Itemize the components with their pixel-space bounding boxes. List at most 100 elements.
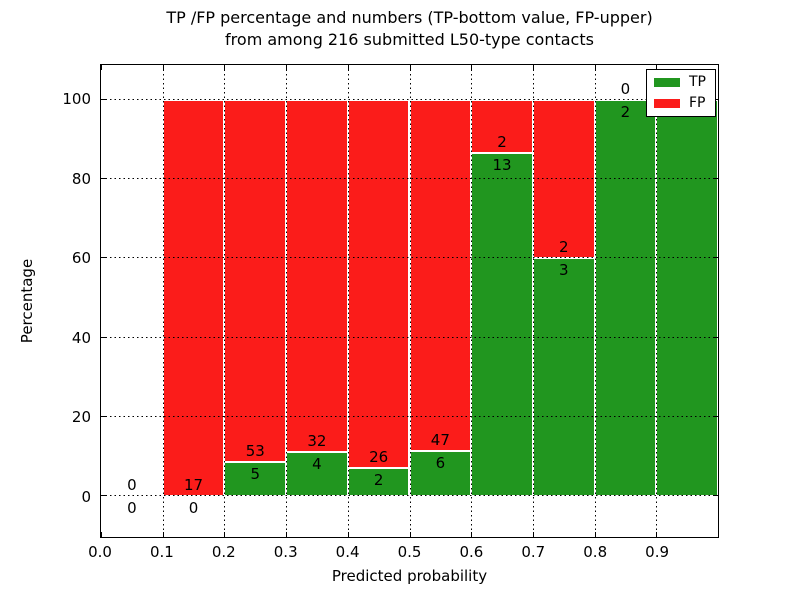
x-tick-top-0.8 (594, 65, 596, 70)
y-tick-label-80: 80 (71, 169, 91, 188)
chart-title-line-1: TP /FP percentage and numbers (TP-bottom… (166, 8, 653, 27)
bar-tp-0.9-1.0 (656, 99, 718, 497)
x-tick-top-0.7 (532, 65, 534, 70)
fp-count-label-0.2-0.3: 53 (245, 442, 265, 461)
x-tick-label-0.5: 0.5 (397, 543, 422, 561)
fp-count-label-0.4-0.5: 26 (369, 447, 389, 466)
tp-count-label-0.6-0.7: 13 (492, 155, 512, 174)
tp-count-label-0.7-0.8: 3 (558, 261, 569, 280)
y-axis-tick-labels: 0 20 40 60 80 100 (0, 64, 91, 538)
v-gridline-0.1 (162, 65, 164, 537)
bar-tp-0.2-0.3 (224, 462, 287, 497)
y-tick-left-80 (101, 178, 106, 180)
tp-count-label-0.4-0.5: 2 (373, 470, 384, 489)
bar-fp-0.1-0.2 (162, 99, 225, 497)
x-tick-bottom-0.4 (347, 532, 349, 537)
bar-fp-0.7-0.8 (532, 99, 595, 259)
x-tick-label-0.3: 0.3 (273, 543, 298, 561)
fp-count-label-0.6-0.7: 2 (497, 132, 507, 151)
x-tick-top-0.4 (347, 65, 349, 70)
x-tick-bottom-0.6 (471, 532, 473, 537)
tp-count-label-0.3-0.4: 4 (312, 455, 322, 474)
y-tick-left-40 (101, 336, 106, 338)
x-tick-bottom-0.2 (224, 532, 226, 537)
v-gridline-0.9 (656, 65, 658, 537)
v-gridline-0.3 (286, 65, 288, 537)
y-tick-right-60 (713, 257, 718, 259)
x-tick-bottom-0.1 (162, 532, 164, 537)
y-tick-label-100: 100 (62, 90, 91, 109)
fp-count-label-0.1-0.2: 17 (184, 476, 204, 495)
y-tick-left-100 (101, 98, 106, 100)
chart-title-line-2: from among 216 submitted L50-type contac… (225, 30, 594, 49)
tp-count-label-0.0-0.1: 0 (127, 499, 137, 518)
tp-count-label-0.1-0.2: 0 (188, 499, 199, 518)
x-tick-top-0.1 (162, 65, 164, 70)
x-tick-label-0.2: 0.2 (211, 543, 236, 561)
x-tick-top-1.0 (718, 65, 719, 70)
x-tick-top-0.5 (409, 65, 411, 70)
bar-tp-0.3-0.4 (286, 452, 348, 497)
x-tick-label-0.9: 0.9 (645, 543, 670, 561)
y-tick-right-80 (713, 178, 718, 180)
x-tick-top-0.3 (286, 65, 288, 70)
fp-count-label-0.8-0.9: 0 (620, 79, 631, 98)
legend-label-fp: FP (689, 95, 706, 111)
x-tick-bottom-0.5 (409, 532, 411, 537)
x-tick-top-0.9 (656, 65, 658, 70)
x-tick-label-0.6: 0.6 (459, 543, 484, 561)
x-tick-bottom-0.3 (286, 532, 288, 537)
x-tick-bottom-0.0 (101, 532, 102, 537)
x-tick-bottom-0.8 (594, 532, 596, 537)
chart-title: TP /FP percentage and numbers (TP-bottom… (100, 7, 719, 51)
fp-count-label-0.5-0.6: 47 (430, 431, 450, 450)
v-gridline-0.4 (347, 65, 349, 537)
tp-count-label-0.8-0.9: 2 (620, 102, 631, 121)
x-axis-label: Predicted probability (331, 567, 488, 585)
v-gridline-0.7 (532, 65, 534, 537)
y-tick-left-0 (101, 495, 106, 497)
y-tick-right-0 (713, 495, 718, 497)
x-tick-bottom-0.9 (656, 532, 658, 537)
bar-fp-0.6-0.7 (471, 99, 533, 153)
y-tick-label-20: 20 (71, 408, 91, 427)
tp-count-label-0.5-0.6: 6 (435, 454, 446, 473)
x-tick-label-0.7: 0.7 (521, 543, 546, 561)
bar-tp-0.8-0.9 (594, 99, 657, 497)
y-tick-right-20 (713, 415, 718, 417)
legend: TP FP (646, 69, 716, 117)
bar-fp-0.5-0.6 (409, 99, 472, 452)
fp-count-label-0.7-0.8: 2 (558, 238, 569, 257)
legend-swatch-tp (654, 78, 680, 87)
y-tick-left-20 (101, 415, 106, 417)
bar-fp-0.4-0.5 (347, 99, 410, 468)
legend-entry-fp: FP (654, 96, 706, 111)
y-tick-left-60 (101, 257, 106, 259)
bar-tp-0.5-0.6 (409, 451, 472, 497)
x-tick-top-0.6 (471, 65, 473, 70)
bar-fp-0.2-0.3 (224, 99, 287, 463)
fp-count-label-0.0-0.1: 0 (127, 476, 137, 495)
x-tick-label-0.0: 0.0 (88, 543, 112, 561)
x-tick-top-0.0 (101, 65, 102, 70)
tp-count-label-0.2-0.3: 5 (250, 465, 261, 484)
x-tick-top-0.2 (224, 65, 226, 70)
bar-tp-0.7-0.8 (532, 258, 595, 497)
v-gridline-0.2 (224, 65, 226, 537)
legend-entry-tp: TP (654, 75, 706, 90)
legend-swatch-fp (654, 99, 680, 108)
x-tick-label-0.1: 0.1 (149, 543, 174, 561)
legend-label-tp: TP (689, 74, 706, 90)
v-gridline-0.8 (594, 65, 596, 537)
fp-count-label-0.3-0.4: 32 (307, 432, 327, 451)
v-gridline-0.5 (409, 65, 411, 537)
x-axis-tick-labels: 0.0 0.1 0.2 0.3 0.4 0.5 0.6 0.7 0.8 0.9 (88, 543, 719, 563)
v-gridline-0.6 (471, 65, 473, 537)
x-tick-label-0.4: 0.4 (335, 543, 360, 561)
x-tick-bottom-1.0 (718, 532, 719, 537)
x-tick-label-0.8: 0.8 (583, 543, 608, 561)
y-tick-right-40 (713, 336, 718, 338)
x-tick-bottom-0.7 (532, 532, 534, 537)
